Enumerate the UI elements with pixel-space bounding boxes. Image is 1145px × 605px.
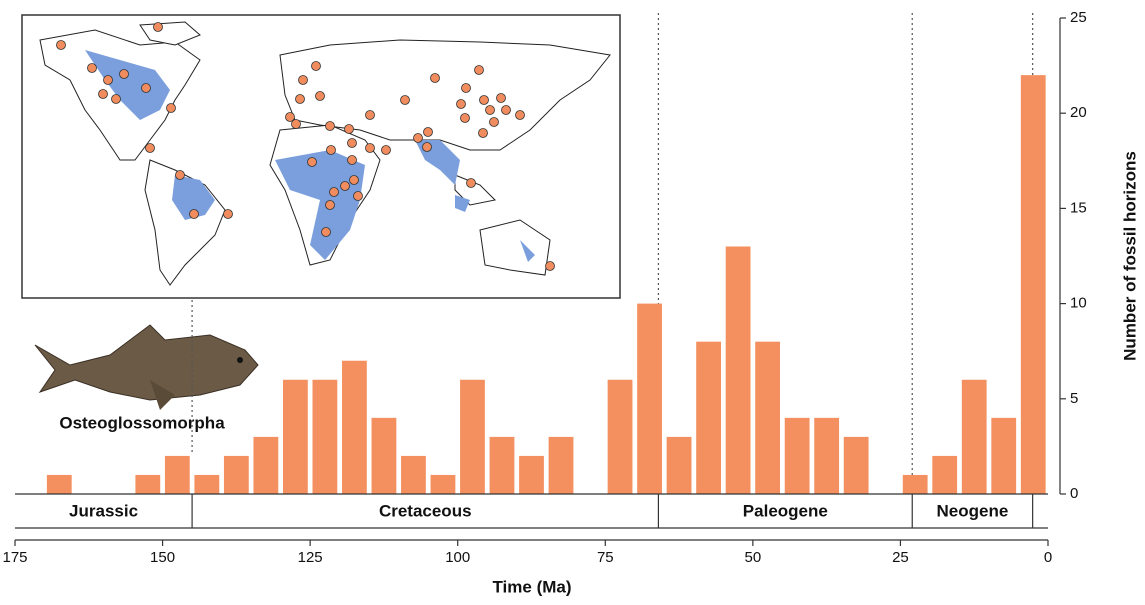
y-tick-label: 10 [1070, 295, 1087, 312]
x-tick-label: 175 [2, 549, 27, 566]
bar [755, 341, 781, 494]
bar [371, 417, 397, 494]
bar [519, 455, 544, 494]
bar [194, 474, 220, 494]
x-tick-label: 50 [745, 549, 762, 566]
bar [223, 455, 249, 494]
annotation: Osteoglossomorpha [59, 413, 225, 432]
bar [253, 436, 279, 494]
fish-illustration [34, 324, 259, 410]
y-tick-label: 0 [1070, 485, 1078, 502]
bar [666, 436, 692, 494]
bar [460, 379, 485, 494]
bar [1020, 75, 1046, 495]
x-tick-label: 100 [445, 549, 470, 566]
period-label: Paleogene [743, 501, 828, 520]
x-tick-label: 125 [298, 549, 323, 566]
period-label: Cretaceous [379, 501, 472, 520]
bar [164, 455, 190, 494]
bar [637, 303, 662, 494]
y-axis-title: Number of fossil horizons [1120, 151, 1139, 361]
y-tick-label: 15 [1070, 199, 1087, 216]
y-tick-label: 25 [1070, 9, 1087, 26]
x-axis-title: Time (Ma) [492, 577, 571, 596]
map-inset [21, 14, 621, 299]
bar [814, 417, 840, 494]
bar [312, 379, 338, 494]
bar [784, 417, 810, 494]
bar [548, 436, 574, 494]
bar [961, 379, 987, 494]
bar [607, 379, 633, 494]
x-tick-label: 150 [150, 549, 175, 566]
x-tick-label: 25 [892, 549, 909, 566]
bar [135, 474, 161, 494]
bar [696, 341, 721, 494]
bar [401, 455, 426, 494]
x-tick-label: 0 [1044, 549, 1052, 566]
bar [725, 246, 751, 494]
bar [282, 379, 308, 494]
bar [932, 455, 958, 494]
bar [489, 436, 515, 494]
period-label: Jurassic [69, 501, 138, 520]
bar [843, 436, 869, 494]
y-tick-label: 5 [1070, 390, 1078, 407]
bar [46, 474, 72, 494]
bar [342, 360, 367, 494]
bar [902, 474, 928, 494]
bar [991, 417, 1017, 494]
x-tick-label: 75 [597, 549, 614, 566]
y-tick-label: 20 [1070, 104, 1087, 121]
bar [430, 474, 456, 494]
period-label: Neogene [937, 501, 1009, 520]
